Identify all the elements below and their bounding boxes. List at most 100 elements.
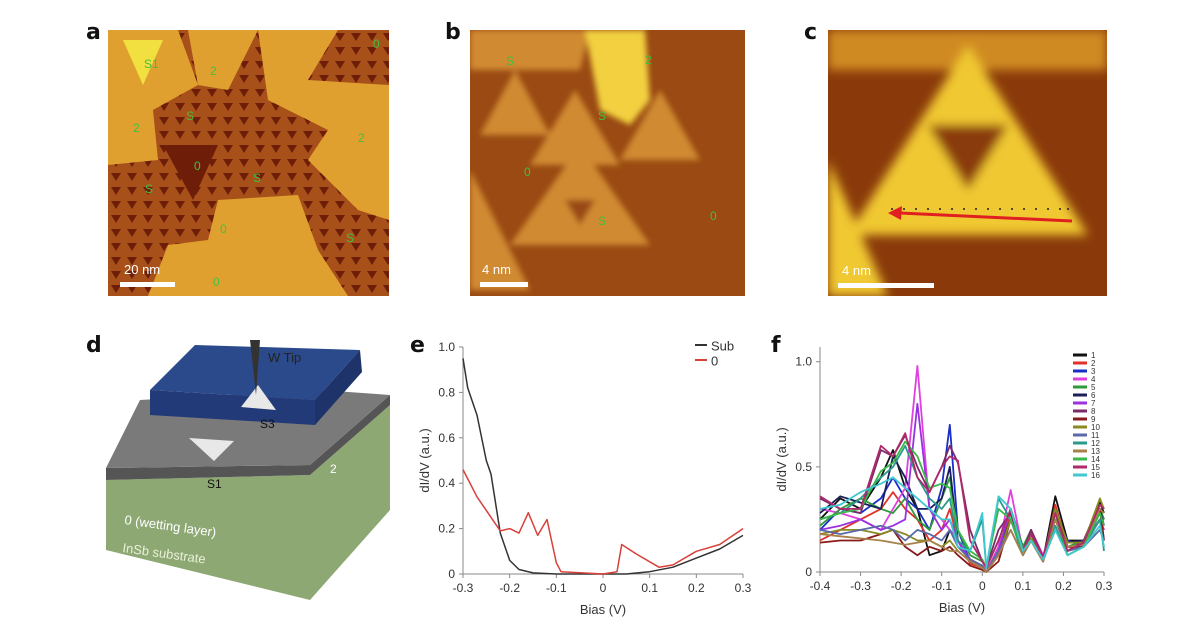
- x-tick-label: 0.2: [688, 581, 705, 595]
- scale-bar-label: 4 nm: [842, 263, 871, 278]
- x-tick-label: 0.3: [1096, 579, 1113, 593]
- y-axis-label: dI/dV (a.u.): [774, 427, 789, 491]
- x-tick-label: -0.1: [546, 581, 567, 595]
- y-tick-label: 1.0: [795, 355, 812, 369]
- panel-label-a: a: [86, 20, 101, 45]
- chart-f: -0.4 -0.3 -0.2 -0.1 0 0.1 0.2 0.3 0 0.5 1.0 Bias (V…: [774, 347, 1113, 615]
- region-label: 2: [133, 121, 140, 135]
- series-line-2: [819, 491, 1105, 573]
- x-tick-label: 0: [979, 579, 986, 593]
- region-label: 0: [220, 222, 227, 236]
- sierpinski-s3: [241, 385, 276, 410]
- legend-label: 9: [1091, 415, 1096, 424]
- legend-label: 14: [1091, 455, 1100, 464]
- s3-label: S3: [260, 417, 275, 431]
- legend-label: 8: [1091, 407, 1096, 416]
- series-line-0: [462, 469, 744, 575]
- axes: [462, 347, 743, 575]
- x-tick-label: -0.2: [499, 581, 520, 595]
- x-tick-label: 0.3: [735, 581, 752, 595]
- y-tick-label: 0.5: [795, 460, 812, 474]
- x-tick-label: -0.3: [453, 581, 474, 595]
- legend-label: 2: [1091, 359, 1096, 368]
- scale-bar: [838, 283, 934, 288]
- series-line-16: [819, 476, 1105, 569]
- chart-e: -0.3 -0.2 -0.1 0 0.1 0.2 0.3 0 0.2 0.4 0.6 0.8 1.0 Bi…: [417, 339, 752, 618]
- series-line-Sub: [462, 358, 744, 575]
- sierpinski-s1: [189, 438, 234, 461]
- x-tick-label: 0.2: [1055, 579, 1072, 593]
- y-axis-label: dI/dV (a.u.): [417, 428, 432, 492]
- x-tick-label: 0.1: [641, 581, 658, 595]
- panel-label-d: d: [86, 333, 102, 358]
- y-tick-label: 0: [805, 565, 812, 579]
- legend-label: 7: [1091, 399, 1096, 408]
- panel-label-f: f: [771, 333, 781, 358]
- region-label: S: [598, 214, 606, 228]
- x-tick-label: -0.1: [931, 579, 952, 593]
- region-label: 2: [358, 131, 365, 145]
- series-line-15: [819, 432, 1105, 569]
- region-label: S: [598, 109, 606, 123]
- stm-image-c: 4 nm: [828, 30, 1107, 296]
- legend-label: 12: [1091, 439, 1100, 448]
- y-tick-label: 1.0: [438, 340, 455, 354]
- schematic-d: W Tip S3 S1 2 0 (wetting layer) InSb sub…: [106, 340, 390, 600]
- scale-bar: [120, 282, 175, 287]
- scale-bar-label: 20 nm: [124, 262, 160, 277]
- layer-2-label: 2: [330, 462, 337, 476]
- y-tick-label: 0: [448, 567, 455, 581]
- region-label: 0: [373, 37, 380, 51]
- series-line-12: [819, 444, 1105, 569]
- legend-label: 3: [1091, 367, 1096, 376]
- y-tick-label: 0.6: [438, 431, 455, 445]
- legend-label: 4: [1091, 375, 1096, 384]
- legend-label: 1: [1091, 351, 1096, 360]
- panel-label-c: c: [804, 20, 818, 45]
- series-line-13: [819, 508, 1105, 573]
- region-label: S1: [144, 57, 159, 71]
- stm-image-a: S1 2 0 S 2 0 S 2 S 0 S 0 20 nm: [108, 30, 389, 296]
- legend-label: Sub: [711, 339, 734, 354]
- x-axis-label: Bias (V): [580, 602, 626, 617]
- legend-label: 6: [1091, 391, 1096, 400]
- x-tick-label: 0.1: [1015, 579, 1032, 593]
- panel-label-e: e: [410, 333, 425, 358]
- y-tick-label: 0.4: [438, 476, 455, 490]
- scale-bar-label: 4 nm: [482, 262, 511, 277]
- legend-label: 5: [1091, 383, 1096, 392]
- scale-bar: [480, 282, 528, 287]
- region-label: 2: [210, 64, 217, 78]
- region-label: S: [145, 182, 153, 196]
- s1-label: S1: [207, 477, 222, 491]
- x-tick-label: -0.3: [850, 579, 871, 593]
- x-tick-label: -0.2: [891, 579, 912, 593]
- region-label: S: [253, 171, 261, 185]
- measurement-points: [891, 208, 1069, 210]
- y-tick-label: 0.8: [438, 385, 455, 399]
- region-label: 0: [710, 209, 717, 223]
- tip-label: W Tip: [268, 350, 301, 365]
- y-tick-label: 0.2: [438, 522, 455, 536]
- legend-label: 10: [1091, 423, 1100, 432]
- x-tick-label: 0: [600, 581, 607, 595]
- legend-label: 11: [1091, 431, 1100, 440]
- region-label: 0: [213, 275, 220, 289]
- region-label: 2: [645, 53, 652, 67]
- region-label: 0: [524, 165, 531, 179]
- legend-label: 15: [1091, 463, 1100, 472]
- legend-label: 16: [1091, 471, 1100, 480]
- w-tip-icon: [250, 340, 260, 395]
- legend-label: 13: [1091, 447, 1100, 456]
- legend-label: 0: [711, 354, 718, 369]
- region-label: 0: [194, 159, 201, 173]
- region-label: S: [186, 109, 194, 123]
- panel-label-b: b: [445, 20, 461, 45]
- x-tick-label: -0.4: [810, 579, 831, 593]
- x-axis-label: Bias (V): [939, 600, 985, 615]
- stm-image-b: S 2 S 0 S 0 4 nm: [470, 30, 745, 296]
- substrate-block: [106, 405, 390, 600]
- region-label: S: [506, 54, 514, 68]
- scan-direction-arrow-icon: [888, 206, 1073, 223]
- region-label: S: [346, 231, 354, 245]
